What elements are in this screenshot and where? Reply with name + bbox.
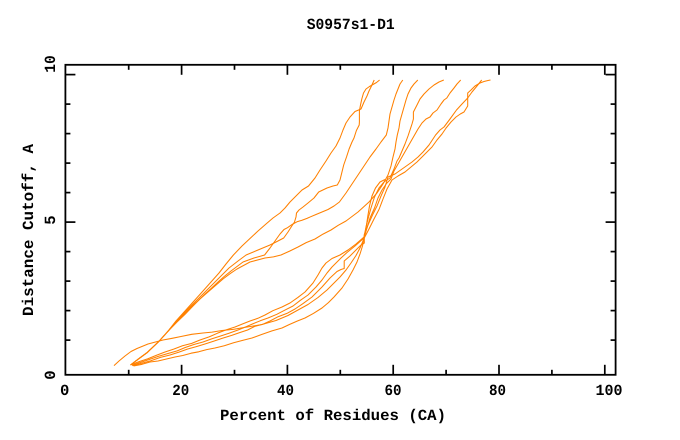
svg-text:0: 0 [42,370,60,379]
svg-text:10: 10 [42,55,60,72]
svg-text:S0957s1-D1: S0957s1-D1 [307,16,395,34]
svg-text:0: 0 [60,382,69,400]
svg-text:100: 100 [596,382,623,400]
svg-text:Percent of Residues (CA): Percent of Residues (CA) [220,407,446,425]
svg-text:80: 80 [489,382,506,400]
svg-text:20: 20 [172,382,189,400]
svg-text:5: 5 [42,215,60,224]
svg-text:Distance Cutoff, A: Distance Cutoff, A [20,143,38,316]
svg-text:60: 60 [385,382,402,400]
svg-text:40: 40 [277,382,294,400]
